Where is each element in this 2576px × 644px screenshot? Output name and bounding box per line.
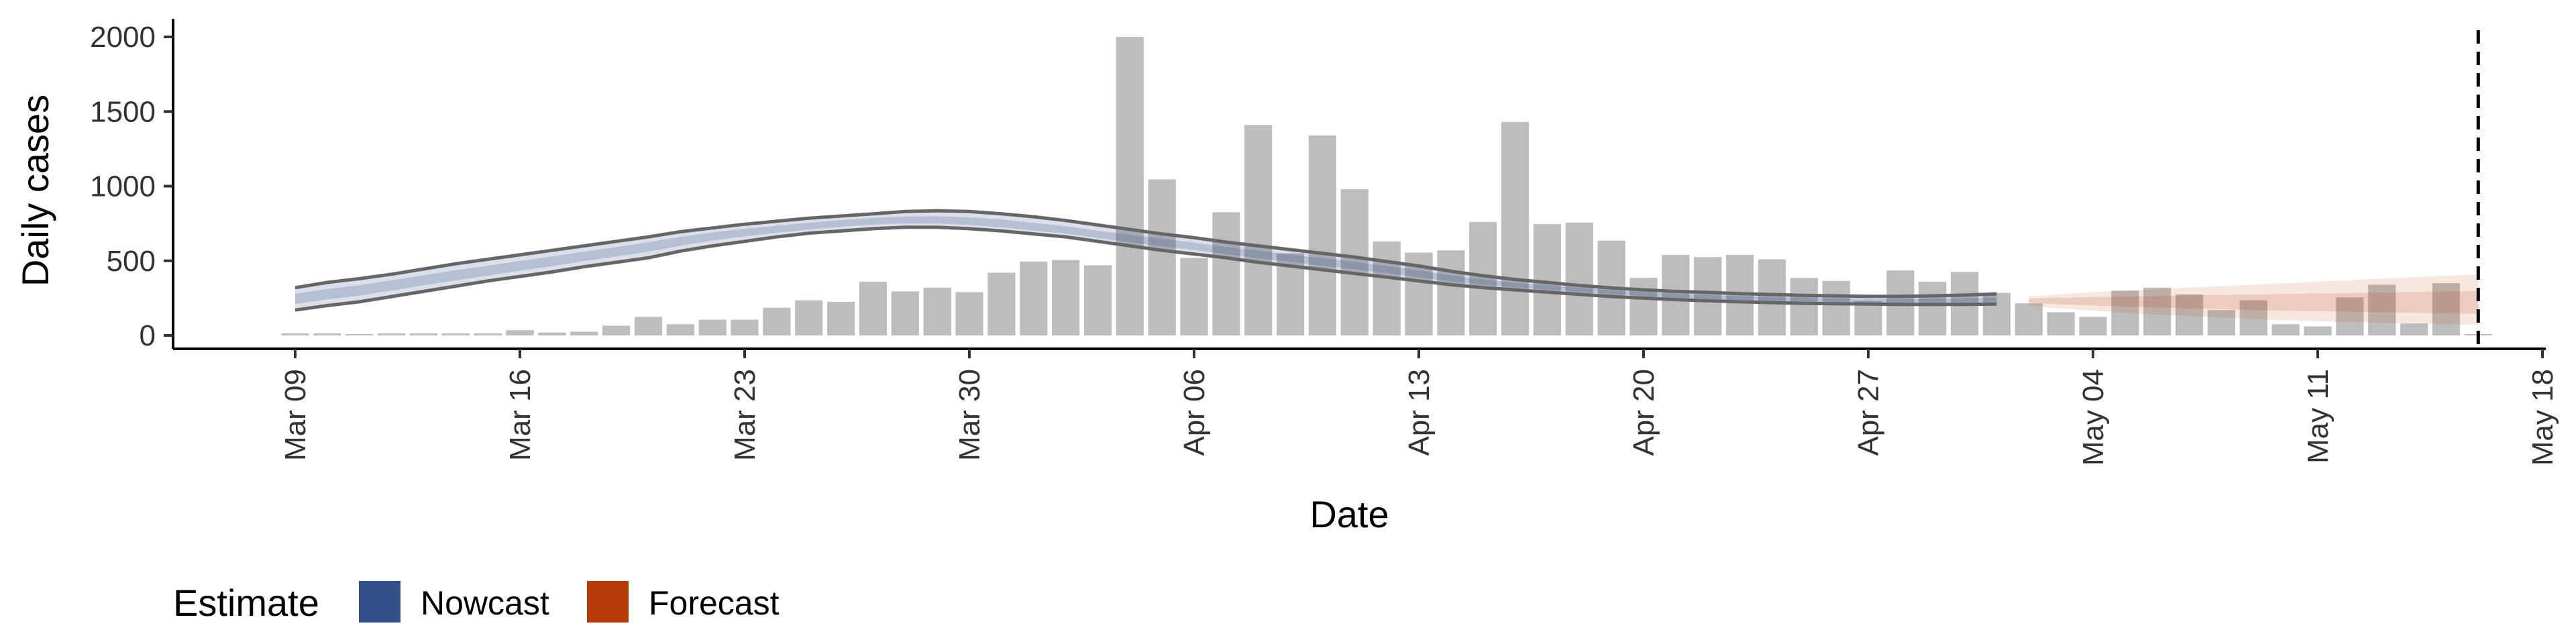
forecast-inner-band [2029, 290, 2479, 314]
ribbon-layer [294, 209, 2479, 325]
bar-2020-03-24 [763, 307, 791, 335]
x-tick-label-2020-03-23: Mar 23 [729, 369, 761, 461]
bar-2020-05-07 [2176, 294, 2204, 335]
bar-2020-05-10 [2271, 324, 2300, 335]
bar-2020-05-11 [2304, 326, 2332, 335]
bar-2020-04-04 [1116, 37, 1144, 335]
bar-2020-03-12 [378, 333, 406, 335]
x-axis-title: Date [1309, 493, 1389, 535]
bar-2020-03-28 [891, 291, 919, 335]
bar-2020-05-02 [2015, 303, 2043, 335]
bar-2020-04-24 [1758, 259, 1786, 335]
bar-2020-03-11 [345, 334, 374, 335]
bar-2020-04-17 [1533, 224, 1561, 335]
bar-2020-05-05 [2111, 290, 2139, 336]
bar-2020-03-19 [602, 325, 631, 335]
y-tick-label-2000: 2000 [90, 21, 156, 54]
x-tick-label-2020-04-13: Apr 13 [1403, 369, 1436, 456]
legend-swatch-nowcast [359, 581, 400, 623]
bar-2020-03-17 [538, 332, 566, 335]
bar-2020-03-18 [570, 331, 598, 335]
bar-2020-04-27 [1854, 301, 1882, 335]
bar-2020-04-26 [1822, 280, 1850, 335]
nowcast-inner-band [295, 216, 1997, 304]
y-tick-label-500: 500 [107, 245, 156, 278]
bar-2020-05-15 [2432, 283, 2460, 335]
bar-2020-03-14 [441, 333, 470, 335]
bar-2020-03-31 [987, 272, 1016, 335]
bar-2020-03-15 [474, 333, 502, 335]
bar-2020-03-21 [666, 324, 694, 335]
nowcast-upper-line [294, 209, 1997, 299]
x-tick-label-2020-04-06: Apr 06 [1178, 369, 1211, 456]
bar-2020-03-30 [955, 292, 983, 335]
bar-2020-04-08 [1244, 125, 1273, 336]
bar-2020-05-01 [1982, 292, 2010, 335]
x-tick-label-2020-04-20: Apr 20 [1627, 369, 1660, 456]
legend-title: Estimate [173, 582, 319, 624]
bar-2020-04-16 [1501, 121, 1529, 336]
bar-2020-04-01 [1020, 261, 1048, 335]
x-tick-label-2020-04-27: Apr 27 [1852, 369, 1885, 456]
bar-2020-03-10 [313, 333, 341, 335]
bar-2020-03-25 [795, 300, 823, 335]
bar-2020-05-13 [2368, 284, 2396, 335]
bar-2020-03-20 [634, 317, 663, 335]
bar-2020-04-05 [1148, 179, 1176, 335]
bar-2020-05-03 [2047, 312, 2075, 335]
legend-label-nowcast: Nowcast [421, 584, 549, 622]
bar-2020-04-02 [1052, 260, 1080, 335]
x-tick-label-2020-05-11: May 11 [2302, 369, 2334, 464]
y-tick-label-1500: 1500 [90, 95, 156, 128]
bar-2020-05-08 [2207, 310, 2235, 335]
nowcast-lower-line [294, 225, 1997, 312]
bar-2020-05-12 [2336, 297, 2364, 335]
bar-2020-04-10 [1308, 135, 1336, 336]
bar-2020-04-07 [1212, 212, 1240, 335]
bar-2020-04-11 [1340, 189, 1368, 335]
y-tick-label-0: 0 [140, 319, 156, 352]
x-tick-label-2020-03-09: Mar 09 [279, 369, 312, 461]
bar-2020-04-14 [1437, 250, 1465, 335]
bar-2020-04-21 [1662, 254, 1690, 335]
bar-2020-05-04 [2079, 317, 2107, 335]
bar-2020-03-26 [827, 301, 855, 335]
bar-2020-03-22 [698, 319, 727, 335]
bar-2020-03-27 [859, 281, 887, 335]
bar-2020-03-09 [281, 333, 309, 335]
legend-items: Nowcast Forecast [359, 581, 780, 623]
x-tick-label-2020-03-16: Mar 16 [504, 369, 537, 461]
bar-2020-03-29 [923, 287, 951, 335]
bar-2020-03-13 [409, 333, 438, 335]
bar-2020-05-06 [2143, 287, 2171, 335]
bar-2020-04-06 [1180, 258, 1208, 335]
bar-2020-03-16 [506, 330, 534, 335]
legend-label-forecast: Forecast [649, 584, 780, 622]
axes-layer: 0 500 1000 1500 2000 Mar 09 Mar 16 Mar 23 Mar 30… [90, 19, 2559, 466]
bar-2020-05-14 [2400, 323, 2428, 335]
y-tick-label-1000: 1000 [90, 170, 156, 203]
x-tick-label-2020-03-30: Mar 30 [953, 369, 986, 461]
legend: Estimate Nowcast Forecast [173, 581, 780, 624]
bar-2020-04-29 [1919, 281, 1947, 335]
y-axis-title: Daily cases [14, 95, 56, 286]
x-tick-label-2020-05-04: May 04 [2077, 369, 2110, 466]
legend-swatch-forecast [587, 581, 629, 623]
x-tick-label-2020-05-18: May 18 [2526, 369, 2559, 466]
bar-2020-04-12 [1373, 241, 1401, 335]
bar-2020-04-15 [1469, 221, 1497, 335]
bar-2020-03-23 [731, 319, 759, 335]
bar-2020-04-18 [1565, 223, 1593, 335]
bar-2020-04-03 [1083, 265, 1112, 335]
bar-2020-04-25 [1790, 278, 1818, 335]
forecast-outer-band [2029, 274, 2479, 325]
bar-2020-04-22 [1694, 257, 1722, 335]
bar-2020-04-20 [1629, 278, 1658, 335]
bar-2020-05-09 [2239, 300, 2267, 335]
